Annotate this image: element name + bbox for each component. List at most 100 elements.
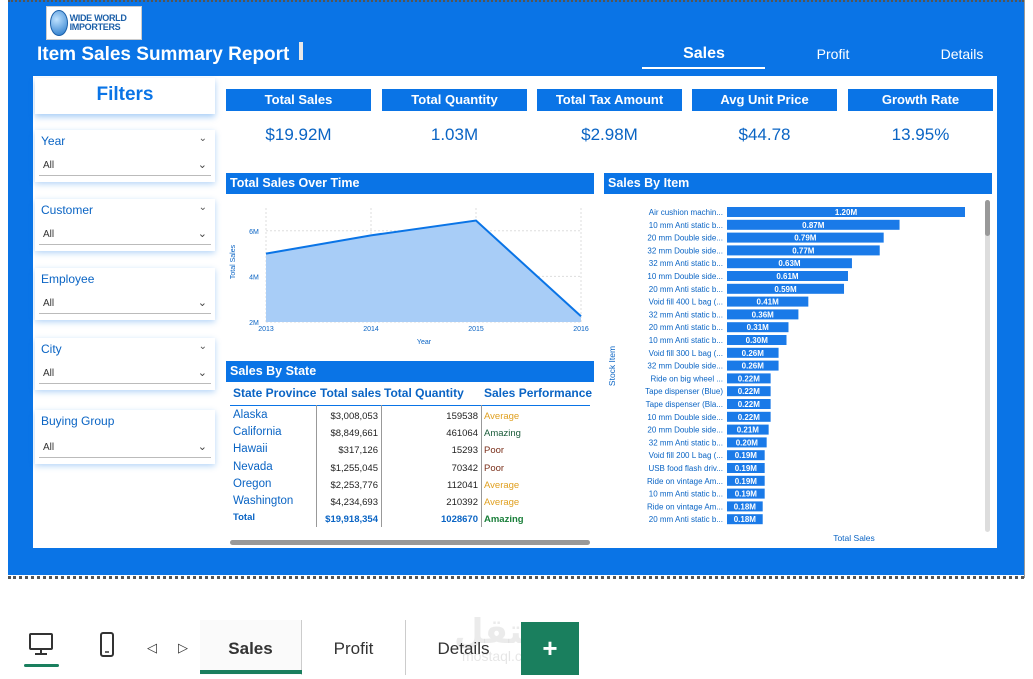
bar — [727, 501, 763, 512]
performance-value: Average — [484, 479, 520, 491]
slicer-buying-group[interactable]: Buying Group All ⌄ — [35, 410, 215, 464]
company-logo: WIDE WORLD IMPORTERS — [46, 6, 142, 40]
column-header[interactable]: Sales Performance — [484, 386, 593, 400]
column-header[interactable]: Total Quantity — [384, 386, 464, 400]
slicer-customer[interactable]: Customer ⌄ All ⌄ — [35, 199, 215, 251]
y-tick-label: 4M — [249, 274, 259, 281]
data-label: 0.61M — [776, 272, 799, 281]
chevron-down-icon[interactable]: ⌄ — [197, 297, 207, 309]
slicer-value: All — [43, 229, 55, 240]
nav-tab-sales[interactable]: Sales — [683, 45, 725, 62]
category-label: Ride on vintage Am... — [647, 502, 723, 511]
quantity-value: 210392 — [446, 497, 478, 508]
data-label: 0.18M — [734, 502, 757, 511]
bar — [727, 514, 763, 525]
chevron-down-icon[interactable]: ⌄ — [198, 341, 207, 352]
line-chart-title: Total Sales Over Time — [226, 173, 594, 194]
data-label: 0.19M — [735, 477, 758, 486]
bar — [727, 360, 779, 371]
category-label: 20 mm Anti static b... — [649, 515, 723, 524]
y-axis-label: Total Sales — [230, 244, 237, 279]
slicer-value: All — [43, 368, 55, 379]
top-divider — [8, 0, 1024, 2]
x-tick-label: 2015 — [468, 326, 484, 333]
column-header[interactable]: State Province — [233, 386, 317, 400]
data-label: 0.20M — [736, 438, 759, 447]
state-name: Oregon — [233, 477, 272, 490]
kpi-value: $44.78 — [738, 125, 791, 144]
header-divider — [230, 405, 590, 406]
kpi-value: 13.95% — [891, 125, 950, 144]
page-tab-sales[interactable]: Sales — [200, 620, 302, 675]
state-table-title: Sales By State — [226, 361, 594, 382]
performance-value: Poor — [484, 445, 505, 457]
quantity-value: 112041 — [447, 479, 478, 491]
slicer-value: All — [43, 442, 55, 453]
x-tick-label: 2014 — [363, 326, 379, 333]
slicer-year[interactable]: Year ⌄ All ⌄ — [35, 130, 215, 182]
scrollbar-thumb[interactable] — [985, 200, 990, 236]
data-label: 0.31M — [747, 323, 770, 332]
page-tab-details[interactable]: Details — [437, 639, 490, 658]
performance-value: Poor — [484, 462, 505, 474]
slicer-dropdown[interactable]: All ⌄ — [39, 156, 211, 176]
state-name: California — [233, 426, 282, 439]
horizontal-scrollbar[interactable] — [230, 540, 590, 545]
kpi-value: $2.98M — [581, 125, 638, 144]
data-label: 0.36M — [752, 310, 775, 319]
chevron-down-icon[interactable]: ⌄ — [197, 441, 207, 453]
bar — [727, 347, 779, 358]
category-label: 32 mm Anti static b... — [649, 438, 723, 447]
bar — [727, 232, 884, 243]
kpi-avg-unit-price: Avg Unit Price $44.78 — [692, 89, 837, 159]
bar — [727, 335, 787, 345]
chevron-down-icon[interactable]: ⌄ — [197, 367, 207, 379]
page-tab-profit[interactable]: Profit — [302, 620, 406, 675]
bar — [727, 322, 789, 333]
category-label: USB food flash driv... — [648, 464, 723, 473]
chevron-down-icon[interactable]: ⌄ — [198, 202, 207, 213]
data-label: 0.21M — [737, 426, 760, 435]
kpi-label: Total Tax Amount — [537, 89, 682, 111]
nav-tab-profit[interactable]: Profit — [816, 46, 850, 62]
kpi-value: 1.03M — [430, 125, 479, 144]
slicer-dropdown[interactable]: All ⌄ — [39, 364, 211, 384]
desktop-icon[interactable] — [28, 632, 54, 662]
page-tab-underline — [200, 670, 302, 674]
category-label: 32 mm Anti static b... — [649, 259, 723, 268]
bar — [727, 373, 771, 384]
column-divider — [381, 405, 382, 527]
quantity-value: 461064 — [446, 428, 478, 440]
logo-text: WIDE WORLD IMPORTERS — [69, 13, 127, 32]
slicer-value: All — [43, 160, 55, 171]
data-label: 0.19M — [735, 464, 758, 473]
y-axis-label: Stock Item — [607, 346, 617, 386]
chevron-right-icon[interactable]: ▷ — [178, 640, 188, 655]
sales-value: $1,255,045 — [330, 462, 378, 474]
slicer-label: Employee — [41, 272, 95, 286]
state-name: Nevada — [233, 460, 273, 473]
chevron-down-icon[interactable]: ⌄ — [198, 133, 207, 144]
add-page-button[interactable]: + — [521, 622, 579, 675]
slicer-employee[interactable]: Employee All ⌄ — [35, 268, 215, 320]
sales-value: $317,126 — [338, 445, 378, 457]
column-header[interactable]: Total sales — [320, 386, 382, 400]
chevron-down-icon[interactable]: ⌄ — [197, 228, 207, 240]
line-chart: 2013 2014 2015 2016 2M 4M 6M Year Total Sales — [230, 208, 589, 346]
sales-value: $2,253,776 — [330, 479, 378, 491]
slicer-city[interactable]: City ⌄ All ⌄ — [35, 338, 215, 390]
column-divider — [316, 405, 317, 527]
chevron-down-icon[interactable]: ⌄ — [197, 159, 207, 171]
chevron-left-icon[interactable]: ◁ — [147, 640, 157, 655]
y-tick-label: 2M — [249, 320, 259, 327]
nav-tab-details[interactable]: Details — [940, 46, 984, 62]
category-label: Ride on big wheel ... — [651, 374, 724, 383]
slicer-dropdown[interactable]: All ⌄ — [39, 438, 211, 458]
mobile-icon[interactable] — [98, 632, 116, 664]
bar-chart: Air cushion machin... 1.20M 10 mm Anti sta… — [607, 207, 965, 543]
quantity-value: 15293 — [451, 445, 478, 457]
slicer-dropdown[interactable]: All ⌄ — [39, 225, 211, 245]
slicer-dropdown[interactable]: All ⌄ — [39, 294, 211, 314]
vertical-scrollbar[interactable] — [985, 200, 990, 532]
data-label: 0.18M — [734, 515, 757, 524]
